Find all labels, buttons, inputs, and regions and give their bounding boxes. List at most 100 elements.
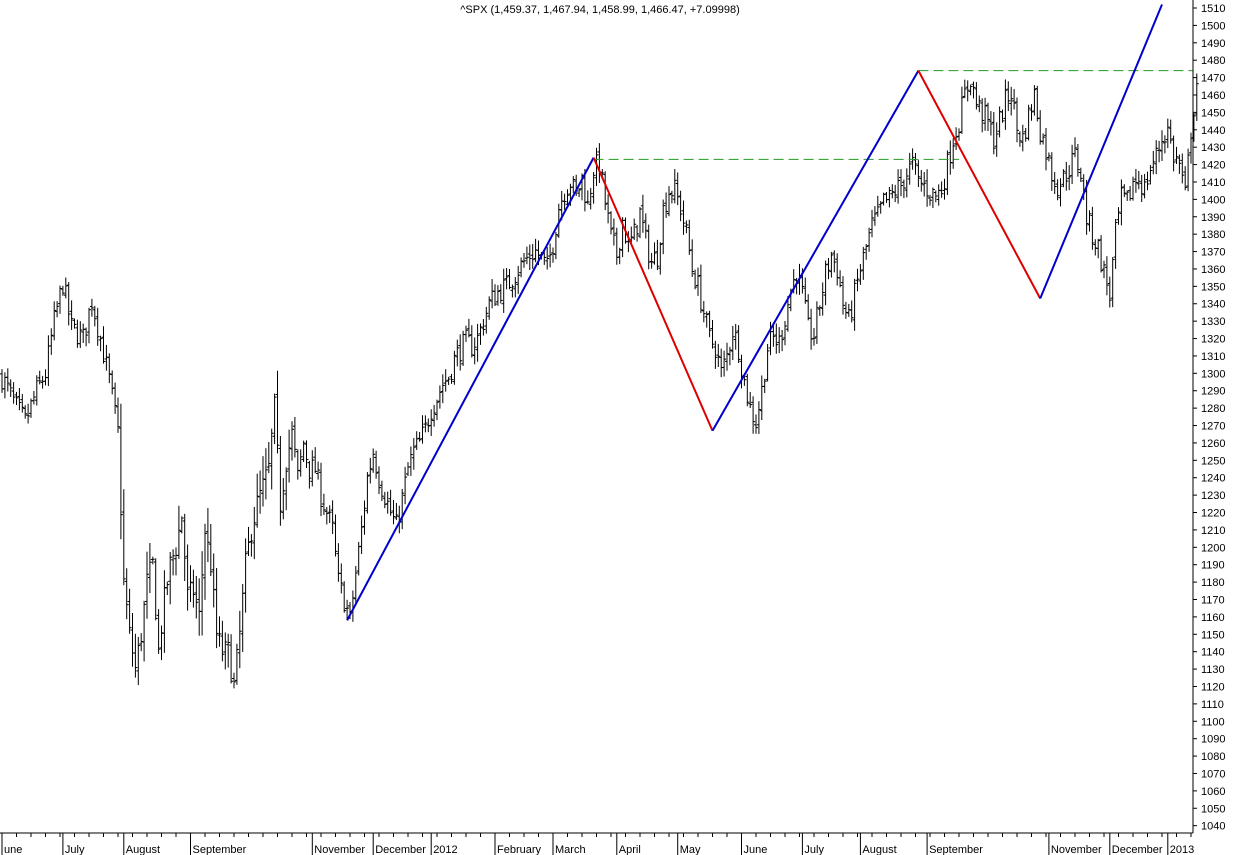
ohlc-bar xyxy=(1165,118,1170,149)
ohlc-bar xyxy=(403,466,408,505)
ohlc-bar xyxy=(258,470,263,514)
y-tick-label: 1270 xyxy=(1201,421,1225,433)
ohlc-bar xyxy=(1136,170,1141,190)
ohlc-bar xyxy=(545,246,550,270)
ohlc-bar xyxy=(980,98,985,133)
ohlc-bar xyxy=(5,368,10,392)
ohlc-bar xyxy=(841,276,845,315)
ohlc-bar xyxy=(226,633,231,668)
ohlc-bar xyxy=(368,457,373,484)
ohlc-bar xyxy=(1131,176,1135,201)
ohlc-bar xyxy=(1035,85,1040,122)
y-tick-label: 1060 xyxy=(1201,786,1225,798)
y-tick-label: 1050 xyxy=(1201,803,1225,815)
ohlc-bar xyxy=(466,318,471,338)
ohlc-bar xyxy=(719,348,724,378)
ohlc-bar xyxy=(1090,206,1095,250)
ohlc-bar xyxy=(936,184,941,206)
ohlc-bar xyxy=(104,344,109,371)
ohlc-bar xyxy=(176,505,181,559)
ohlc-bar xyxy=(678,190,683,222)
ohlc-bar xyxy=(1049,152,1054,191)
ohlc-bar xyxy=(806,294,811,321)
ohlc-bar xyxy=(481,319,486,336)
ohlc-bar xyxy=(429,409,434,436)
ohlc-bar xyxy=(928,194,932,206)
ohlc-bar xyxy=(0,369,4,393)
ohlc-bar xyxy=(101,326,106,364)
x-month-label: August xyxy=(862,844,896,855)
ohlc-bar xyxy=(893,184,898,203)
ohlc-bar xyxy=(211,553,216,608)
ohlc-bar xyxy=(153,558,158,621)
ohlc-bar xyxy=(478,323,483,345)
ohlc-bar xyxy=(812,328,816,346)
ohlc-bar xyxy=(971,81,976,99)
ohlc-bar xyxy=(295,449,300,480)
ohlc-bar xyxy=(281,478,286,520)
trendline-overlays xyxy=(346,4,1193,621)
x-month-label: July xyxy=(804,844,824,855)
ohlc-bar xyxy=(359,515,364,555)
ohlc-bar xyxy=(577,188,582,198)
ohlc-bar xyxy=(1052,172,1057,195)
ohlc-bar xyxy=(220,620,225,662)
ohlc-bar xyxy=(1142,173,1147,199)
ohlc-bar xyxy=(667,186,671,217)
x-month-label: July xyxy=(65,844,85,855)
ohlc-bar xyxy=(649,253,654,269)
y-tick-label: 1310 xyxy=(1201,351,1225,363)
ohlc-bar xyxy=(594,147,599,187)
ohlc-bar xyxy=(556,203,561,238)
ohlc-bar xyxy=(14,391,19,405)
ohlc-bar xyxy=(234,643,239,685)
y-tick-label: 1420 xyxy=(1201,160,1225,172)
y-tick-label: 1460 xyxy=(1201,90,1225,102)
ohlc-bar xyxy=(672,169,677,204)
ohlc-bar xyxy=(98,335,103,352)
ohlc-bar xyxy=(255,473,260,528)
ohlc-bar xyxy=(377,466,381,495)
ohlc-bar xyxy=(901,179,906,199)
ohlc-bar xyxy=(382,491,387,509)
ohlc-bar xyxy=(1104,256,1109,296)
ohlc-bar xyxy=(2,372,7,399)
ohlc-bar xyxy=(1075,144,1080,177)
ohlc-bar xyxy=(704,311,709,328)
ohlc-bar xyxy=(884,192,889,203)
ohlc-bar xyxy=(310,450,315,487)
ohlc-bar xyxy=(1102,260,1106,279)
ohlc-bar xyxy=(1087,210,1092,232)
y-tick-label: 1110 xyxy=(1201,699,1224,711)
ohlc-bar xyxy=(287,429,292,483)
ohlc-bar xyxy=(519,257,524,278)
ohlc-bar xyxy=(136,636,141,686)
ohlc-bar xyxy=(1194,73,1199,122)
x-month-label: March xyxy=(555,844,586,855)
ohlc-bar xyxy=(388,489,393,516)
ohlc-bar xyxy=(832,250,837,273)
ohlc-bar xyxy=(687,219,692,255)
ohlc-bar xyxy=(658,242,663,275)
ohlc-bar xyxy=(217,616,222,647)
y-tick-label: 1040 xyxy=(1201,821,1225,833)
ohlc-bar xyxy=(826,258,831,280)
ohlc-bar xyxy=(203,523,207,600)
ohlc-bar xyxy=(765,343,770,382)
ohlc-bar xyxy=(142,600,147,662)
ohlc-bar xyxy=(1029,104,1034,121)
x-month-label: August xyxy=(126,844,160,855)
ohlc-bar xyxy=(1171,135,1176,172)
ohlc-bar xyxy=(261,456,265,507)
ohlc-bar xyxy=(455,339,460,367)
ohlc-bar xyxy=(817,305,822,316)
ohlc-bar xyxy=(771,322,776,347)
ohlc-bar xyxy=(1154,140,1159,175)
ohlc-bar xyxy=(495,285,500,306)
ohlc-bar xyxy=(168,551,173,605)
ohlc-bar xyxy=(922,172,927,197)
ohlc-bar xyxy=(69,300,74,330)
y-tick-label: 1260 xyxy=(1201,438,1225,450)
ohlc-bar xyxy=(913,152,918,175)
